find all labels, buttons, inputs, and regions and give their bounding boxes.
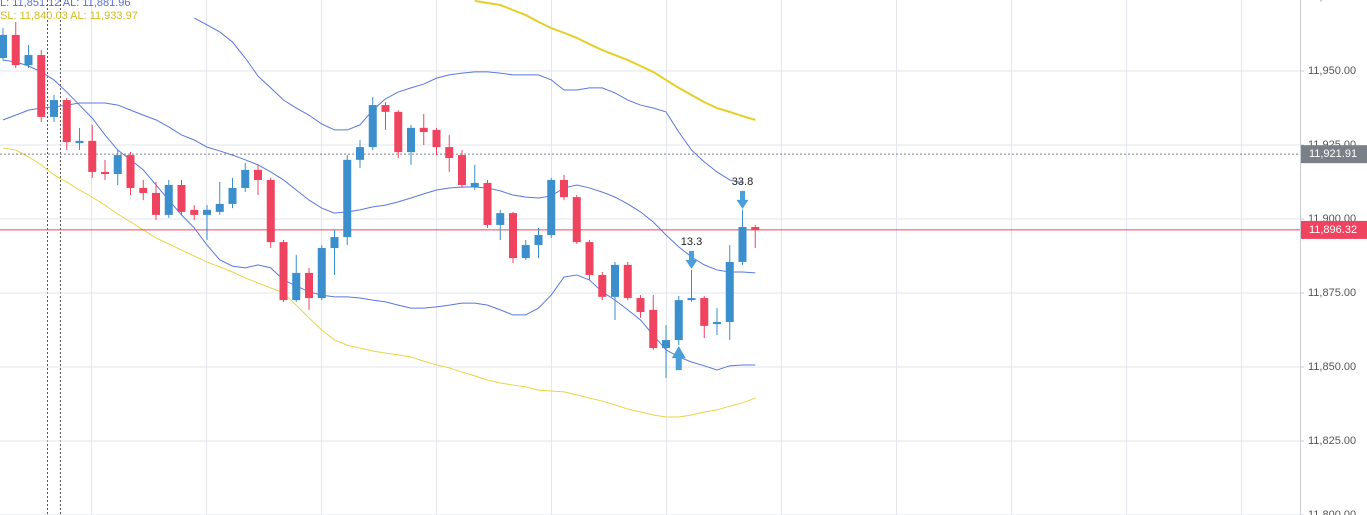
candle-body	[534, 235, 543, 246]
candle-body	[126, 155, 135, 188]
candle-body	[611, 264, 619, 297]
candle-body	[572, 197, 581, 243]
candle-body	[585, 242, 594, 275]
candle-body	[483, 182, 492, 225]
signal-label: 13.3	[681, 236, 702, 248]
candle-body	[317, 248, 326, 299]
candle-body	[266, 179, 275, 243]
candle-body	[509, 213, 517, 259]
candle-body	[674, 300, 683, 341]
candle-body	[560, 179, 568, 198]
candle-body	[623, 264, 632, 299]
candle-body	[215, 203, 224, 212]
price-label: 11,896.32	[1309, 224, 1357, 236]
candle-body	[177, 184, 186, 212]
candle-body	[458, 155, 466, 185]
indicator-line	[2, 102, 756, 274]
candle-body	[88, 140, 97, 172]
candle-body	[37, 55, 46, 117]
legend-text: L: 11,851.12 AL: 11,881.96	[0, 0, 131, 9]
y-tick-label: 11,850.00	[1308, 361, 1356, 373]
candle-body	[725, 261, 734, 323]
indicator-line	[194, 17, 743, 184]
candle-body	[305, 272, 313, 299]
candle-body	[394, 111, 403, 153]
candle-body	[368, 105, 377, 148]
candle-body	[381, 105, 390, 112]
candle-body	[101, 171, 109, 175]
candle-body	[254, 169, 262, 180]
candle-body	[241, 169, 250, 188]
candle-body	[687, 298, 696, 301]
legend-text: SL: 11,840.03 AL: 11,933.97	[0, 10, 138, 22]
candle-body	[11, 34, 20, 66]
candle-body	[432, 129, 441, 148]
sell-arrow	[685, 250, 698, 269]
indicator-line	[2, 147, 756, 418]
indicator-line	[474, 0, 756, 121]
candle-body	[164, 184, 173, 215]
y-tick-label: 11,875.00	[1308, 287, 1356, 299]
vertical-grid	[91, 0, 1242, 515]
candle-body	[547, 179, 556, 236]
candle-body	[139, 187, 148, 193]
candle-body	[649, 309, 658, 349]
candle-body	[62, 100, 71, 143]
candle-body	[598, 274, 607, 297]
candle-body	[636, 298, 645, 312]
y-tick-label: 11,975.00	[1308, 0, 1356, 3]
y-tick-label: 11,800.00	[1308, 509, 1356, 515]
candle-body	[751, 227, 760, 230]
candle-body	[228, 187, 237, 204]
candle-body	[190, 209, 199, 215]
candle-body	[343, 159, 352, 238]
candle-body	[356, 147, 364, 160]
candle-body	[419, 127, 428, 133]
price-label: 11,921.91	[1309, 148, 1357, 160]
sell-arrow	[736, 190, 749, 209]
buy-arrow	[671, 346, 686, 371]
price-label-box	[1301, 145, 1367, 164]
candle-body	[75, 140, 84, 143]
candle-body	[700, 298, 709, 326]
candle-body	[0, 34, 7, 59]
candle-body	[445, 147, 454, 159]
candle-body	[407, 127, 415, 153]
price-label-box	[1301, 220, 1367, 239]
candle-body	[713, 322, 721, 325]
candle-body	[24, 55, 33, 66]
candle-body	[203, 209, 211, 215]
candle-body	[292, 272, 301, 301]
candle-body	[496, 213, 505, 225]
candle-body	[152, 192, 160, 215]
candle-body	[662, 340, 670, 349]
candle-body	[470, 182, 479, 188]
y-tick-label: 11,950.00	[1308, 65, 1356, 77]
candle-body	[50, 100, 58, 117]
candle-body	[330, 237, 339, 249]
candle-body	[113, 155, 122, 175]
signal-label: 33.8	[732, 176, 753, 188]
y-tick-label: 11,825.00	[1308, 435, 1356, 447]
candle-body	[521, 245, 530, 259]
candle-body	[279, 242, 288, 301]
candle-body	[738, 227, 747, 262]
